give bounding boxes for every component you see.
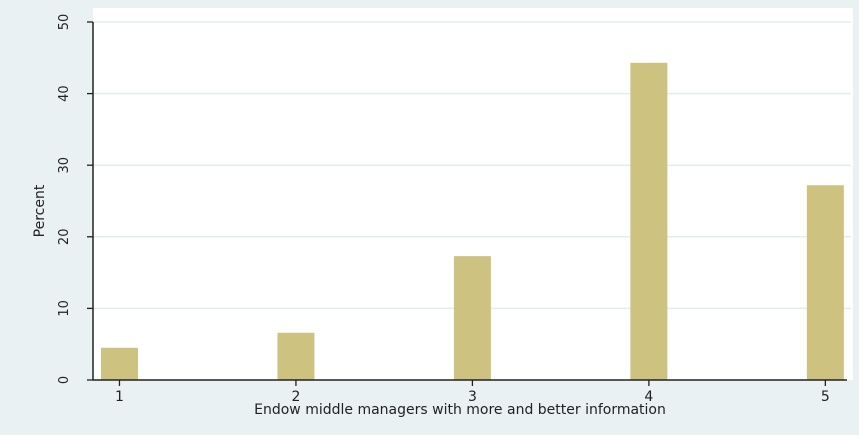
x-tick-label-5: 5 — [821, 389, 830, 405]
axes — [92, 22, 847, 381]
x-ticks: 1 2 3 4 5 — [115, 380, 830, 405]
y-tick-label-50: 50 — [57, 14, 72, 31]
bar-3 — [453, 256, 491, 380]
x-tick-label-3: 3 — [468, 389, 477, 405]
x-tick-label-4: 4 — [644, 389, 653, 405]
y-axis-label: Percent — [32, 184, 48, 237]
bar-2 — [277, 332, 315, 380]
y-ticks: 0 10 20 30 40 50 — [57, 14, 93, 384]
y-tick-label-40: 40 — [57, 85, 72, 102]
y-tick-label-10: 10 — [57, 300, 72, 317]
x-tick-label-2: 2 — [291, 389, 300, 405]
bar-4 — [630, 62, 668, 380]
y-tick-label-30: 30 — [57, 157, 72, 174]
bar-5 — [806, 185, 844, 380]
bars — [100, 62, 844, 380]
y-tick-label-0: 0 — [57, 376, 72, 384]
bar-1 — [100, 347, 138, 380]
x-tick-label-1: 1 — [115, 389, 124, 405]
y-tick-label-20: 20 — [57, 229, 72, 246]
x-axis-label: Endow middle managers with more and bett… — [254, 402, 666, 418]
